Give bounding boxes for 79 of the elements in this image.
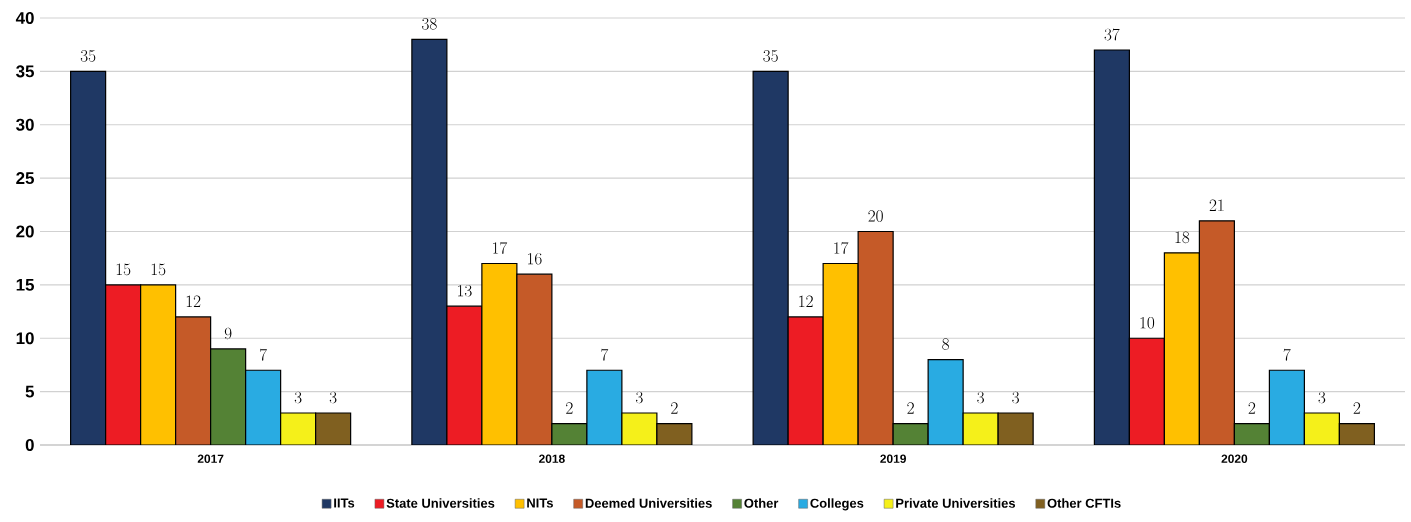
- bar: [1093, 49, 1130, 445]
- data-label: 2: [1353, 402, 1361, 414]
- bar: [822, 262, 859, 445]
- data-label: 35: [763, 50, 778, 62]
- data-label: 15: [116, 263, 131, 276]
- data-label: 3: [977, 391, 984, 404]
- bar: [1163, 252, 1200, 445]
- data-label: 2: [907, 402, 914, 414]
- bar: [927, 359, 964, 445]
- data-label: 10: [1140, 316, 1155, 329]
- y-tick-label: 10: [16, 332, 34, 345]
- data-label: 21: [1209, 199, 1224, 211]
- y-tick-label: 25: [16, 172, 35, 185]
- y-tick-label: 40: [15, 12, 34, 24]
- bar: [175, 316, 212, 445]
- bar: [446, 305, 483, 445]
- bar: [752, 70, 789, 445]
- bar: [1128, 337, 1165, 445]
- data-label: 8: [942, 338, 949, 350]
- data-label: 9: [224, 327, 232, 340]
- bar: [105, 284, 142, 445]
- bar: [315, 412, 352, 445]
- y-tick-label: 15: [16, 278, 35, 291]
- data-label: 2: [671, 402, 678, 414]
- bar: [1198, 220, 1235, 445]
- bar: [140, 284, 177, 445]
- bar: [787, 316, 824, 445]
- data-label: 7: [259, 348, 267, 361]
- data-label: 12: [799, 295, 813, 307]
- data-label: 35: [80, 50, 96, 62]
- data-label: 13: [457, 284, 472, 297]
- data-label: 3: [294, 391, 302, 404]
- data-label: 7: [601, 348, 609, 361]
- y-tick-label: 20: [16, 225, 34, 238]
- data-label: 15: [151, 263, 166, 276]
- data-label: 2: [566, 402, 573, 414]
- x-tick-label: 2018: [539, 454, 565, 463]
- data-label: 20: [868, 210, 883, 222]
- bar: [210, 348, 247, 445]
- bar: [857, 230, 894, 445]
- legend-label: Private Universities: [896, 498, 1016, 508]
- bar: [1268, 369, 1305, 445]
- x-tick-label: 2020: [1221, 454, 1248, 463]
- data-label: 3: [636, 391, 643, 404]
- bar: [411, 38, 448, 445]
- y-tick-label: 5: [25, 385, 35, 398]
- data-label: 37: [1104, 28, 1120, 41]
- y-tick-label: 35: [16, 65, 35, 78]
- legend-label: Colleges: [810, 498, 864, 511]
- data-label: 3: [1012, 391, 1019, 404]
- data-label: 16: [527, 252, 542, 265]
- bar: [1233, 423, 1270, 445]
- legend-label: Other: [744, 498, 779, 508]
- bar: [1338, 423, 1375, 445]
- bar: [280, 412, 317, 445]
- bar: [1303, 412, 1340, 445]
- bar: [481, 262, 518, 445]
- data-label: 3: [1318, 391, 1326, 404]
- legend-label: State Universities: [386, 498, 495, 508]
- data-label: 38: [422, 18, 437, 30]
- bar: [245, 369, 282, 445]
- data-label: 17: [492, 241, 508, 254]
- bar: [516, 273, 553, 445]
- y-tick-label: 0: [25, 439, 34, 451]
- x-tick-label: 2019: [880, 454, 906, 463]
- y-tick-label: 30: [16, 118, 34, 131]
- data-label: 17: [834, 241, 849, 254]
- data-label: 12: [186, 295, 201, 307]
- data-label: 2: [1248, 402, 1256, 414]
- data-label: 7: [1283, 348, 1291, 361]
- data-label: 3: [329, 391, 337, 404]
- legend-label: Other CFTIs: [1047, 498, 1121, 508]
- legend-label: IITs: [334, 498, 355, 508]
- bar: [586, 369, 623, 445]
- bar: [70, 70, 107, 445]
- legend-label: NITs: [527, 498, 553, 508]
- data-label: 18: [1175, 231, 1190, 244]
- x-tick-label: 2017: [197, 454, 224, 463]
- legend-label: Deemed Universities: [585, 498, 712, 508]
